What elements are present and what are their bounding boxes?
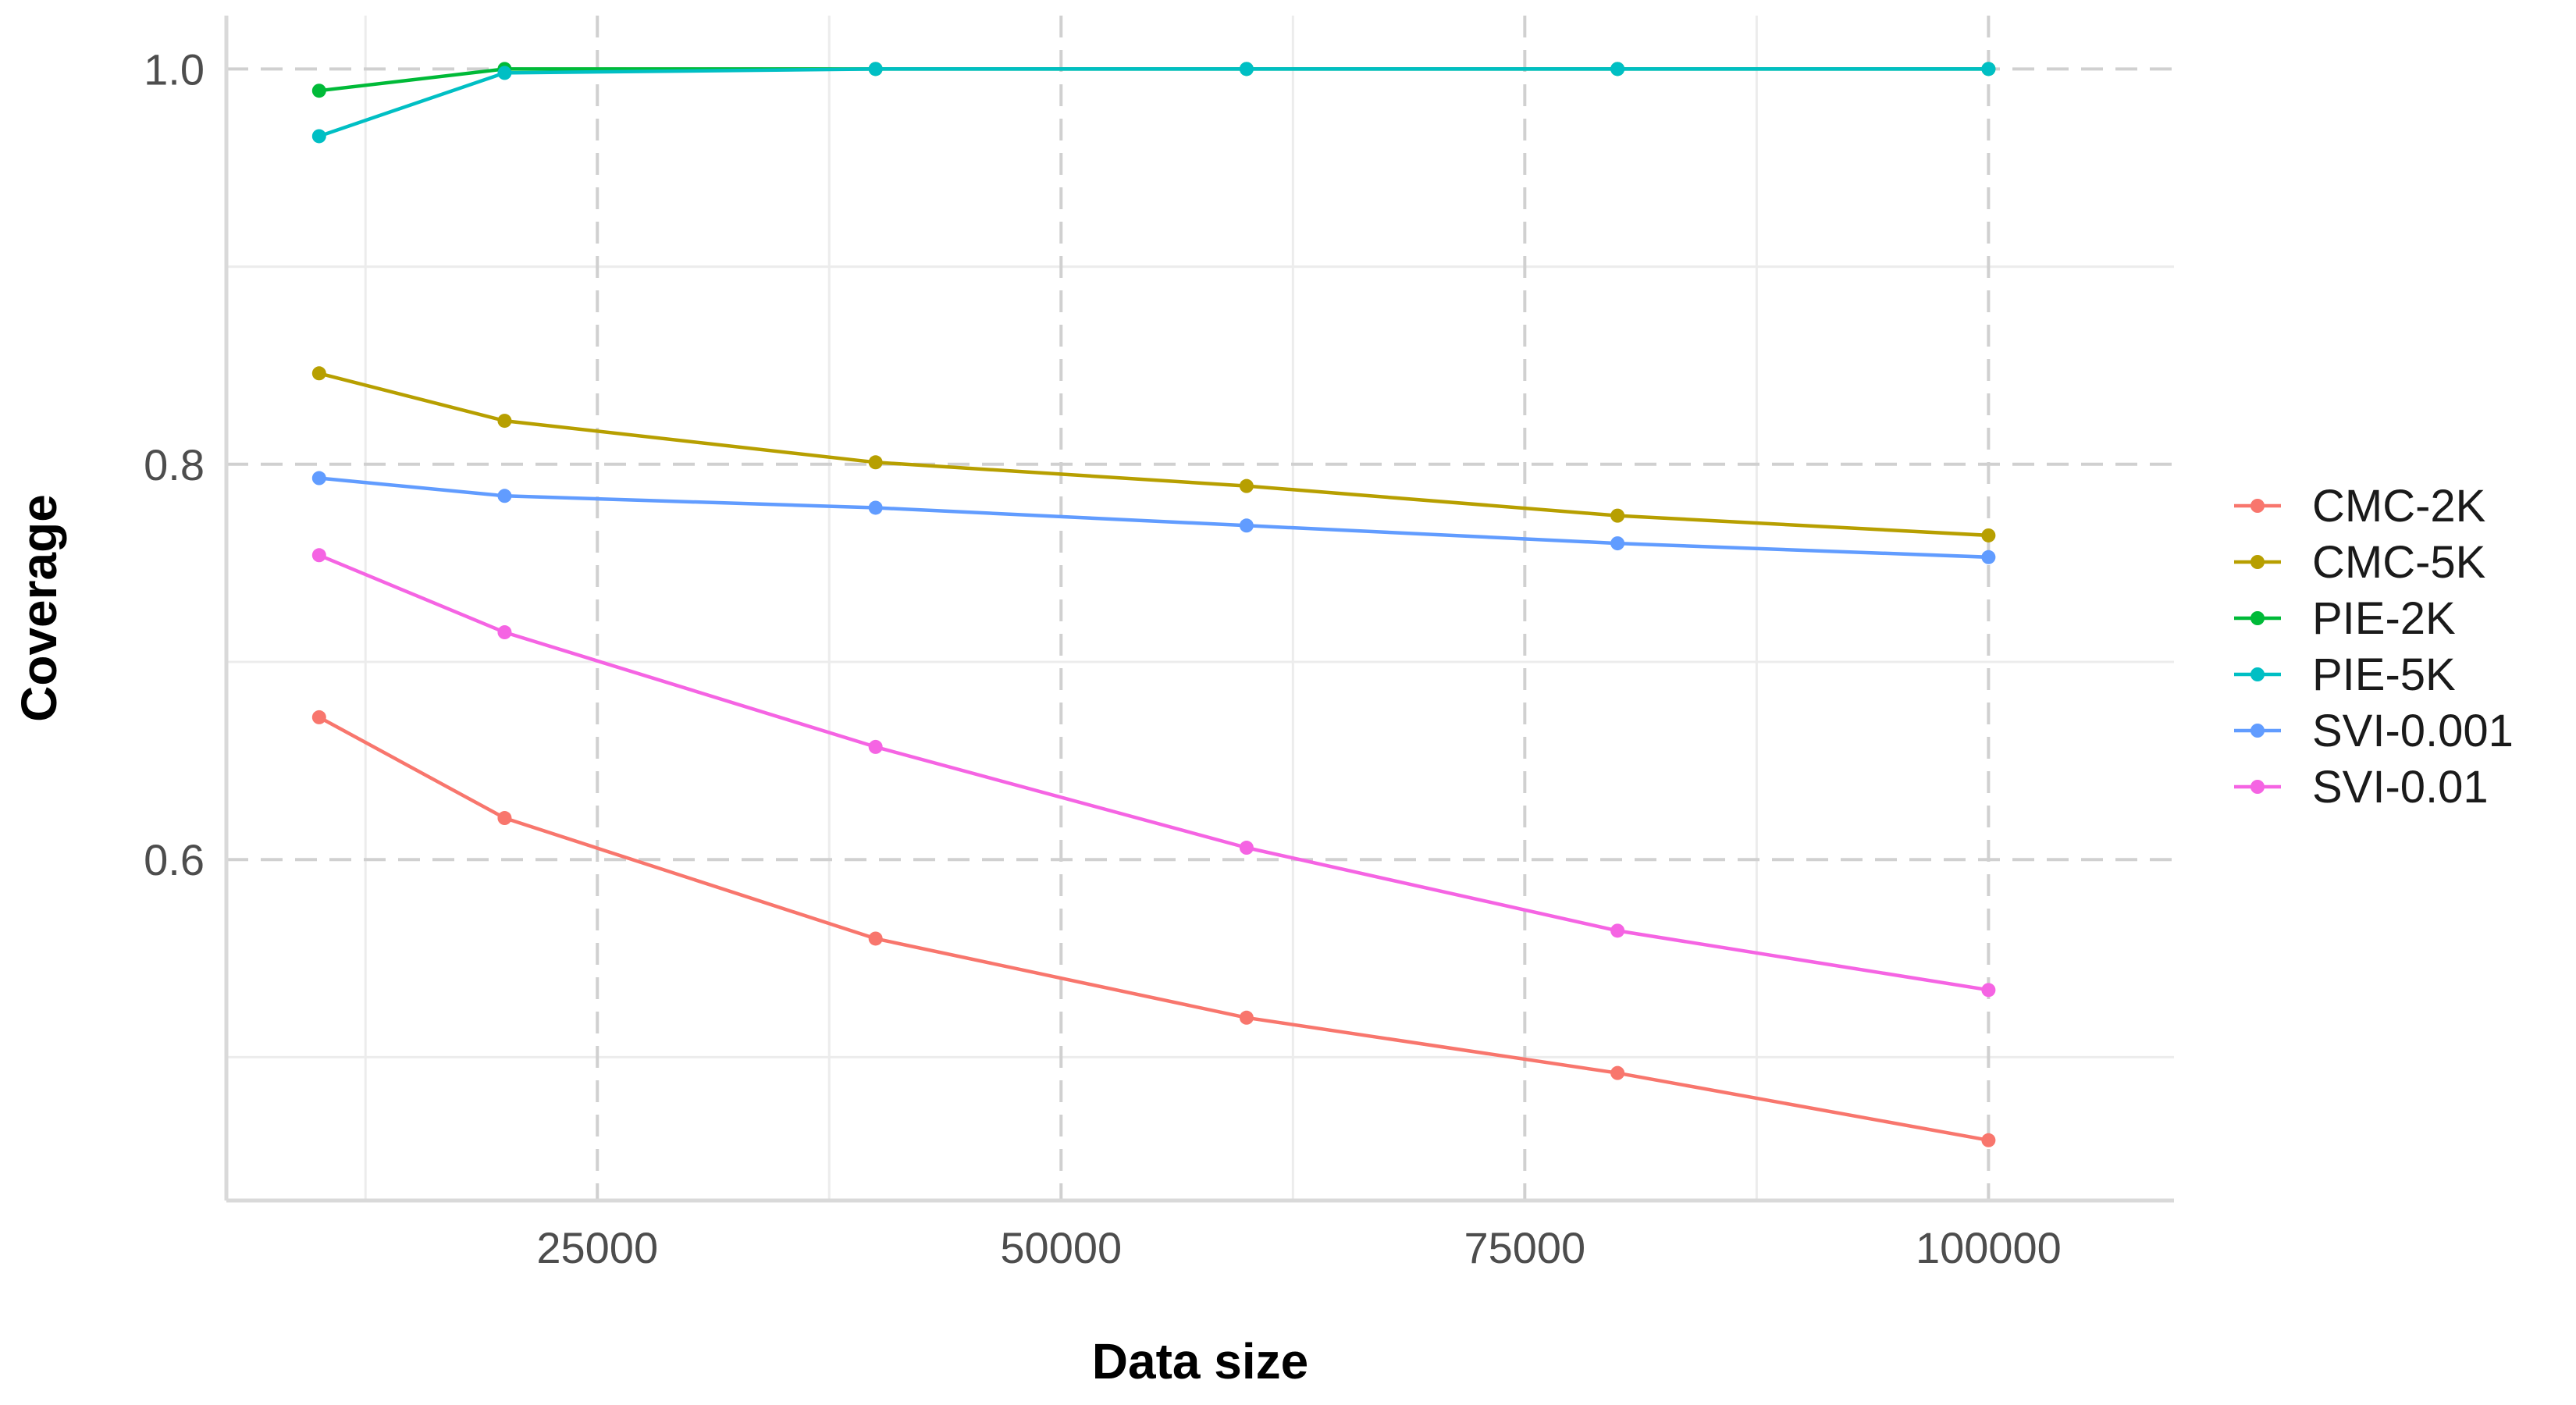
y-axis-title: Coverage	[11, 494, 67, 722]
series-line-svi-0-01	[317, 553, 1991, 992]
legend-label: SVI-0.01	[2312, 762, 2489, 813]
data-point-svi-0-001	[1239, 518, 1254, 533]
data-point-cmc-5k	[311, 366, 326, 381]
data-point-pie-5k	[1981, 62, 1996, 76]
legend-key-point	[2250, 667, 2265, 681]
data-point-svi-0-01	[868, 739, 883, 754]
data-point-pie-5k	[1610, 62, 1625, 76]
legend-item-svi-0-001: SVI-0.001	[2234, 706, 2514, 756]
data-point-svi-0-01	[1610, 923, 1625, 938]
data-point-cmc-5k	[1610, 508, 1625, 523]
data-point-cmc-2k	[868, 931, 883, 946]
legend-key-point	[2250, 780, 2265, 794]
data-point-svi-0-001	[1981, 550, 1996, 564]
axes	[224, 16, 2174, 1203]
x-tick-label: 100000	[1916, 1223, 2062, 1272]
tick-labels: 25000 50000 75000 100000 0.6 0.8 1.0	[144, 44, 2062, 1272]
legend-label: PIE-2K	[2312, 593, 2456, 644]
data-point-cmc-2k	[1981, 1133, 1996, 1147]
legend-item-svi-0-01: SVI-0.01	[2234, 762, 2489, 813]
series-svi-0-001	[311, 471, 1996, 564]
y-tick-label: 0.6	[144, 835, 205, 884]
series-line-pie-5k	[317, 67, 1991, 138]
data-point-pie-5k	[1239, 62, 1254, 76]
legend-label: CMC-2K	[2312, 481, 2486, 532]
data-point-cmc-2k	[1610, 1065, 1625, 1080]
series-line-svi-0-001	[317, 476, 1991, 560]
data-point-cmc-5k	[868, 455, 883, 470]
data-point-pie-5k	[311, 129, 326, 144]
data-point-pie-2k	[311, 84, 326, 98]
data-point-svi-0-001	[497, 489, 512, 503]
x-axis-title: Data size	[1092, 1333, 1308, 1389]
data-point-cmc-5k	[497, 414, 512, 429]
data-point-svi-0-01	[497, 625, 512, 640]
data-point-svi-0-01	[1239, 841, 1254, 855]
data-point-pie-5k	[497, 66, 512, 80]
series-cmc-5k	[311, 366, 1996, 542]
data-point-svi-0-01	[311, 548, 326, 563]
legend-label: SVI-0.001	[2312, 706, 2514, 756]
legend-label: CMC-5K	[2312, 537, 2486, 588]
legend-key-point	[2250, 611, 2265, 625]
data-point-cmc-2k	[311, 710, 326, 724]
series-line-cmc-5k	[317, 372, 1991, 538]
data-point-cmc-5k	[1239, 478, 1254, 493]
legend-key-point	[2250, 555, 2265, 569]
legend-item-pie-5k: PIE-5K	[2234, 649, 2456, 700]
data-point-svi-0-01	[1981, 983, 1996, 998]
data-point-svi-0-001	[311, 471, 326, 486]
data-point-cmc-2k	[497, 811, 512, 826]
series-layer	[311, 62, 1996, 1147]
legend-item-cmc-2k: CMC-2K	[2234, 481, 2486, 532]
data-point-cmc-5k	[1981, 528, 1996, 542]
legend-label: PIE-5K	[2312, 649, 2456, 700]
data-point-pie-5k	[868, 62, 883, 76]
data-point-svi-0-001	[868, 500, 883, 515]
grid-layer	[226, 16, 2174, 1200]
legend-item-pie-2k: PIE-2K	[2234, 593, 2456, 644]
x-tick-label: 50000	[1000, 1223, 1122, 1272]
series-pie-5k	[311, 62, 1996, 144]
legend-key-point	[2250, 724, 2265, 738]
x-tick-label: 75000	[1464, 1223, 1585, 1272]
legend-item-cmc-5k: CMC-5K	[2234, 537, 2486, 588]
series-line-cmc-2k	[317, 715, 1991, 1143]
x-tick-label: 25000	[536, 1223, 658, 1272]
series-cmc-2k	[311, 710, 1996, 1147]
data-point-svi-0-001	[1610, 536, 1625, 551]
y-tick-label: 0.8	[144, 440, 205, 489]
y-tick-label: 1.0	[144, 44, 205, 94]
legend-key-point	[2250, 499, 2265, 513]
data-point-cmc-2k	[1239, 1010, 1254, 1025]
series-svi-0-01	[311, 548, 1996, 998]
